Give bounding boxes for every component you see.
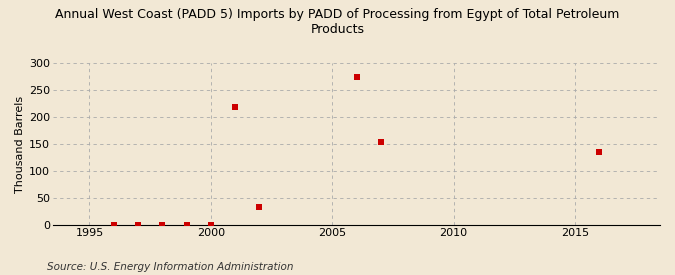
- Point: [133, 223, 144, 227]
- Point: [375, 140, 386, 145]
- Point: [157, 223, 167, 227]
- Text: Source: U.S. Energy Information Administration: Source: U.S. Energy Information Administ…: [47, 262, 294, 272]
- Y-axis label: Thousand Barrels: Thousand Barrels: [15, 95, 25, 193]
- Point: [181, 223, 192, 227]
- Point: [351, 74, 362, 79]
- Point: [594, 150, 605, 155]
- Point: [205, 223, 216, 227]
- Text: Annual West Coast (PADD 5) Imports by PADD of Processing from Egypt of Total Pet: Annual West Coast (PADD 5) Imports by PA…: [55, 8, 620, 36]
- Point: [109, 223, 119, 227]
- Point: [254, 205, 265, 210]
- Point: [230, 105, 240, 109]
